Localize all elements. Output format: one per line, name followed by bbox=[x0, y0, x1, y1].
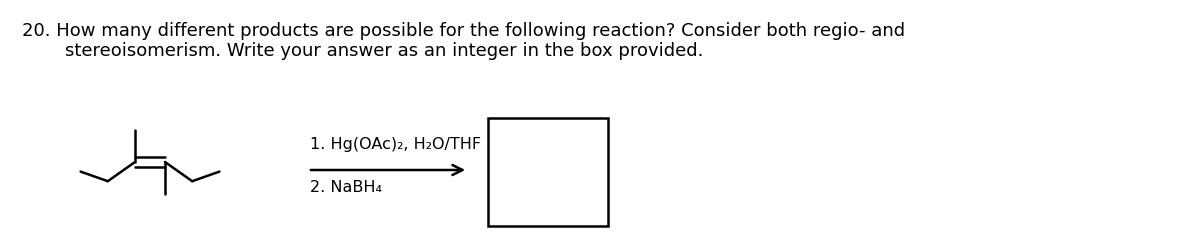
Text: 1. Hg(OAc)₂, H₂O/THF: 1. Hg(OAc)₂, H₂O/THF bbox=[310, 137, 481, 152]
Text: stereoisomerism. Write your answer as an integer in the box provided.: stereoisomerism. Write your answer as an… bbox=[41, 42, 703, 60]
Bar bbox=[488, 118, 609, 226]
Text: 2. NaBH₄: 2. NaBH₄ bbox=[310, 180, 382, 195]
Text: 20. How many different products are possible for the following reaction? Conside: 20. How many different products are poss… bbox=[22, 22, 905, 40]
